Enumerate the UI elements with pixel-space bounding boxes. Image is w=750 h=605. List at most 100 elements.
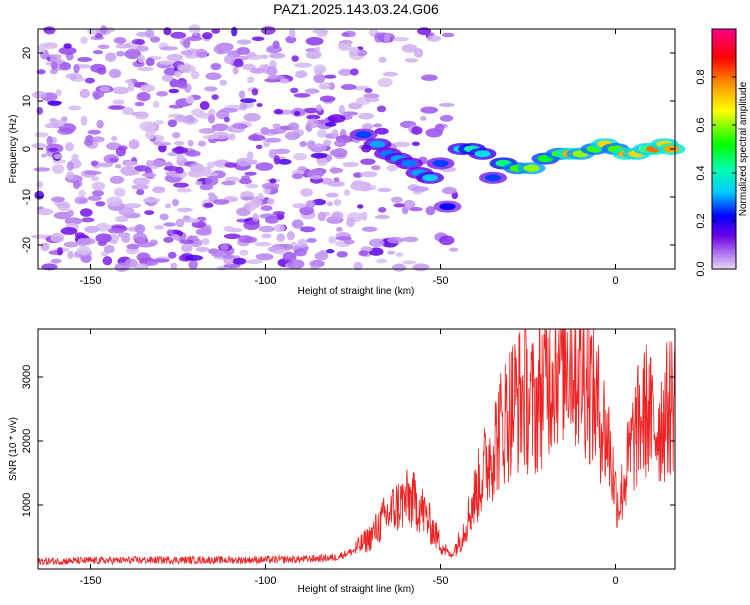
spectrogram-cell: [96, 119, 104, 129]
spectrogram-cell: [165, 203, 172, 209]
spectrogram-cell: [256, 103, 263, 107]
spectrogram-cell: [310, 175, 322, 180]
spectrogram-cell: [121, 235, 131, 243]
spectrogram-cell: [426, 35, 442, 42]
colorbar-label: Normalized spectral amplitude: [738, 81, 749, 216]
snr-x-axis-label: Height of straight line (km): [298, 584, 415, 595]
colorbar-tick-label: 0.6: [695, 117, 707, 132]
spectrogram-cell: [329, 167, 344, 174]
spectrogram-cell: [159, 60, 174, 66]
ridge-point: [401, 159, 417, 167]
spectrogram-cell: [260, 127, 270, 135]
spectrogram-cell: [291, 173, 303, 180]
spectrogram-cell: [40, 242, 50, 252]
spectrogram-cell: [236, 47, 250, 55]
spectrogram-cell: [248, 134, 266, 142]
spectrogram-cell: [84, 225, 100, 234]
spectrogram-cell: [411, 141, 420, 146]
spectrogram-cell: [183, 39, 191, 49]
spectrogram-cell: [198, 127, 216, 134]
spectrogram-cell: [236, 157, 252, 167]
ridge-point: [432, 159, 449, 167]
spectrogram-cell: [419, 116, 427, 121]
spectrogram-cell: [50, 196, 65, 203]
spectrogram-cell: [40, 153, 47, 158]
spectrogram-cell: [373, 123, 383, 128]
spectrogram-cell: [238, 90, 246, 99]
x-tick-label: -100: [254, 275, 276, 287]
spectrogram-cell: [358, 250, 369, 256]
spectrogram-cell: [395, 252, 404, 257]
spectrogram-cell: [343, 189, 351, 196]
spectrogram-cell: [121, 107, 134, 115]
spectrogram-cell: [203, 202, 214, 208]
spectrogram-cell: [421, 74, 438, 81]
spectrogram-cell: [327, 114, 346, 123]
spectrogram-cell: [105, 52, 117, 62]
colorbar-tick-label: 0.4: [695, 165, 707, 180]
ridge-point: [523, 164, 540, 172]
spectrogram-cell: [128, 139, 140, 150]
spectrogram-cell: [331, 211, 344, 220]
spectrogram-cell: [245, 183, 259, 189]
spectrogram-cell: [246, 76, 255, 84]
spectrogram-cell: [240, 196, 254, 201]
spectrogram-cell: [170, 234, 180, 241]
spectrogram-cell: [192, 235, 199, 245]
spectrogram-cell: [284, 131, 301, 141]
spectrogram-cell: [260, 205, 273, 212]
spectrogram-cell: [232, 66, 239, 75]
spectrogram-cell: [392, 36, 409, 42]
spectrogram-cell: [114, 187, 126, 197]
spectrogram-cell: [87, 195, 102, 201]
spectrogram-cell: [333, 199, 342, 206]
spectrogram-cell: [210, 63, 222, 71]
spectrogram-cell: [353, 172, 363, 178]
spectrogram-cell: [300, 188, 313, 197]
spectrogram-cell: [60, 227, 78, 235]
spectrogram-cell: [66, 209, 75, 217]
spectrogram-cell: [80, 115, 88, 126]
y-tick-label: 2000: [21, 429, 33, 453]
spectrogram-cell: [173, 141, 185, 146]
x-tick-label: -50: [433, 575, 449, 587]
spectrogram-cell: [185, 254, 204, 261]
spectrogram-cell: [255, 162, 274, 171]
spectrogram-cell: [331, 129, 339, 138]
spectrogram-cell: [241, 63, 256, 71]
spectrogram-cell: [179, 239, 195, 245]
spectrogram-cell: [187, 139, 194, 147]
spectrogram-cell: [176, 153, 186, 162]
spectrogram-cell: [329, 149, 340, 156]
spectrogram-cell: [356, 184, 373, 192]
spectrogram-cell: [264, 215, 279, 224]
spectrogram-cell: [363, 93, 380, 99]
spectrogram-cell: [197, 140, 207, 147]
spectrogram-cell: [175, 218, 185, 228]
spectrogram-cell: [186, 36, 203, 42]
spectrogram-cell: [185, 95, 195, 104]
spectrogram-cell: [176, 188, 192, 193]
spectrogram-cell: [152, 186, 166, 194]
spectrogram-cell: [403, 199, 416, 210]
spectrogram-cell: [77, 57, 92, 62]
colorbar-frame: [711, 28, 737, 270]
spectrogram-cell: [317, 129, 327, 138]
spectrogram-cell: [223, 54, 236, 65]
ridge-point: [369, 140, 386, 148]
spectrogram-cell: [112, 86, 130, 95]
spectrogram-cell: [120, 166, 138, 176]
spectrogram-cell: [303, 107, 320, 114]
spectrogram-cell: [109, 157, 119, 163]
spectrogram-cell: [172, 199, 179, 207]
spectrogram-cell: [343, 239, 355, 245]
spectrogram-cell: [243, 220, 260, 231]
spectrogram-cell: [274, 224, 285, 233]
spectrogram-cell: [161, 74, 173, 82]
spectrogram-cell: [31, 143, 47, 149]
spectrogram-cell: [95, 201, 106, 207]
spectrogram-cell: [449, 247, 459, 252]
spectrogram-cell: [277, 158, 292, 165]
x-tick-label: -100: [254, 575, 276, 587]
spectrogram-cell: [63, 43, 72, 49]
